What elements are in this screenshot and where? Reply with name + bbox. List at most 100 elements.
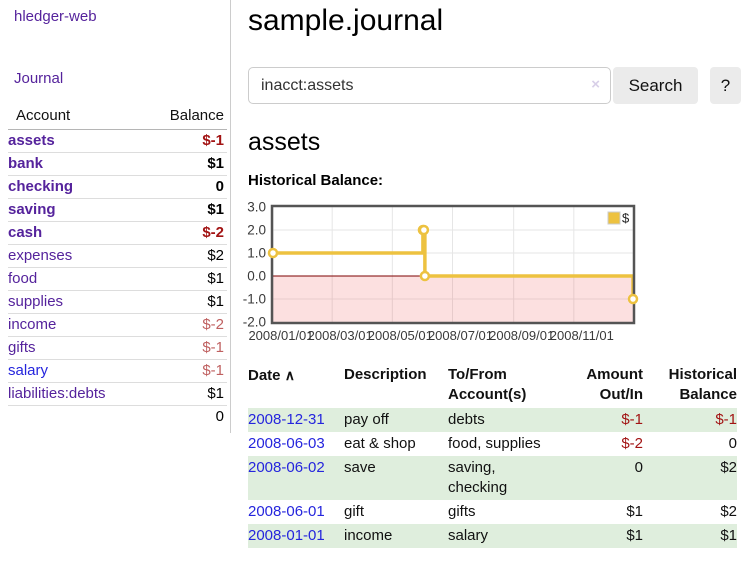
account-balance: $1 [117, 290, 227, 314]
svg-text:1.0: 1.0 [247, 246, 266, 261]
account-balance: $-2 [117, 313, 227, 337]
main-content: sample.journal × Search ? assets Histori… [243, 0, 742, 582]
account-link-food[interactable]: food [8, 270, 38, 287]
historical-balance-chart: $3.0 2.0 1.0 0.0 -1.0 -2.0 2008/01/01 2008/03/0… [238, 200, 742, 348]
transaction-accounts: saving, checking [448, 459, 508, 496]
account-link-supplies[interactable]: supplies [8, 293, 64, 310]
search-button[interactable]: Search [613, 67, 698, 104]
account-row: income $-2 [8, 313, 227, 337]
transaction-balance: $2 [720, 503, 737, 520]
transaction-date-link[interactable]: 2008-12-31 [248, 411, 325, 428]
accounts-table: Account Balance assets $-1 bank $1 checking 0… [8, 104, 227, 428]
transaction-amount: $-1 [621, 411, 643, 428]
sidebar: hledger-web Journal Account Balance asse… [0, 0, 231, 433]
transaction-description: save [344, 459, 376, 476]
svg-text:-2.0: -2.0 [243, 315, 266, 330]
transaction-amount: $1 [626, 527, 643, 544]
transaction-row: 2008-12-31 pay off debts $-1 $-1 [248, 408, 737, 432]
register-table: Date ∧ Description To/From Account(s) Am… [248, 362, 737, 548]
transaction-accounts: food, supplies [448, 435, 541, 452]
account-row: checking 0 [8, 175, 227, 199]
account-row: saving $1 [8, 198, 227, 222]
accounts-column-account: Account [8, 104, 118, 130]
transaction-date-link[interactable]: 2008-06-01 [248, 503, 325, 520]
help-button[interactable]: ? [710, 67, 741, 104]
account-balance: $1 [117, 152, 227, 176]
svg-text:2.0: 2.0 [247, 223, 266, 238]
svg-text:2008/11/01: 2008/11/01 [550, 328, 614, 343]
account-link-assets[interactable]: assets [8, 132, 55, 149]
account-row: gifts $-1 [8, 336, 227, 360]
transaction-accounts: salary [448, 527, 489, 544]
account-balance: $1 [117, 198, 227, 222]
account-link-liabilities-debts[interactable]: liabilities:debts [8, 385, 106, 402]
transaction-date-link[interactable]: 2008-01-01 [248, 527, 325, 544]
account-link-bank[interactable]: bank [8, 155, 44, 172]
account-row: liabilities:debts $1 [8, 382, 227, 406]
account-link-checking[interactable]: checking [8, 178, 74, 195]
account-link-expenses[interactable]: expenses [8, 247, 73, 264]
transaction-row: 2008-06-03 eat & shop food, supplies $-2 0 [248, 432, 737, 456]
transaction-description: pay off [344, 411, 389, 428]
transaction-amount: $-2 [621, 435, 643, 452]
transaction-balance: $2 [720, 459, 737, 476]
account-balance: $2 [117, 244, 227, 268]
account-row: bank $1 [8, 152, 227, 176]
accounts-column-balance: Balance [117, 104, 227, 130]
account-row: assets $-1 [8, 129, 227, 153]
account-link-cash[interactable]: cash [8, 224, 43, 241]
transaction-row: 2008-01-01 income salary $1 $1 [248, 524, 737, 548]
accounts-table-body: assets $-1 bank $1 checking 0 saving $1 cash $-2 e… [8, 129, 227, 406]
account-link-income[interactable]: income [8, 316, 57, 333]
sidebar-item-journal[interactable]: Journal [14, 70, 64, 87]
account-link-salary[interactable]: salary [8, 362, 49, 379]
transaction-row: 2008-06-02 save saving, checking 0 $2 [248, 456, 737, 500]
svg-text:$: $ [622, 211, 630, 226]
search-input[interactable] [248, 67, 611, 104]
svg-text:-1.0: -1.0 [243, 292, 266, 307]
accounts-total-row: 0 [8, 405, 227, 428]
svg-text:0.0: 0.0 [247, 269, 266, 284]
register-column-date[interactable]: Date ∧ [248, 367, 295, 384]
transaction-date-link[interactable]: 2008-06-02 [248, 459, 325, 476]
clear-search-icon[interactable]: × [591, 76, 600, 93]
chart-label: Historical Balance: [248, 172, 384, 189]
svg-text:2008/01/01: 2008/01/01 [248, 328, 313, 343]
account-row: supplies $1 [8, 290, 227, 314]
account-balance: $-1 [117, 129, 227, 153]
account-balance: $-2 [117, 221, 227, 245]
transaction-amount: 0 [634, 459, 643, 476]
transaction-description: income [344, 527, 393, 544]
account-balance: $-1 [117, 359, 227, 383]
transaction-description: eat & shop [344, 435, 416, 452]
transaction-balance: $-1 [715, 411, 737, 428]
svg-text:2008/03/01: 2008/03/01 [308, 328, 373, 343]
account-balance: $-1 [117, 336, 227, 360]
page-title: sample.journal [248, 4, 444, 37]
svg-text:2008/09/01: 2008/09/01 [489, 328, 554, 343]
account-title: assets [248, 128, 321, 156]
account-balance: 0 [117, 175, 227, 199]
transaction-row: 2008-06-01 gift gifts $1 $2 [248, 500, 737, 524]
transaction-date-link[interactable]: 2008-06-03 [248, 435, 325, 452]
svg-text:2008/05/01: 2008/05/01 [368, 328, 433, 343]
accounts-total-value: 0 [117, 405, 227, 428]
account-row: expenses $2 [8, 244, 227, 268]
transaction-balance: $1 [720, 527, 737, 544]
transaction-accounts: debts [448, 411, 485, 428]
account-balance: $1 [117, 267, 227, 291]
account-balance: $1 [117, 382, 227, 406]
account-row: cash $-2 [8, 221, 227, 245]
svg-text:3.0: 3.0 [247, 202, 266, 215]
search-bar: × Search ? [248, 67, 742, 104]
register-column-accounts: To/From Account(s) [448, 366, 527, 403]
transaction-description: gift [344, 503, 365, 520]
account-row: salary $-1 [8, 359, 227, 383]
account-link-gifts[interactable]: gifts [8, 339, 36, 356]
svg-text:2008/07/01: 2008/07/01 [428, 328, 493, 343]
register-table-body: 2008-12-31 pay off debts $-1 $-1 2008-06-03 ea… [248, 408, 737, 548]
transaction-amount: $1 [626, 503, 643, 520]
app-brand-link[interactable]: hledger-web [14, 8, 97, 25]
account-link-saving[interactable]: saving [8, 201, 56, 218]
account-row: food $1 [8, 267, 227, 291]
